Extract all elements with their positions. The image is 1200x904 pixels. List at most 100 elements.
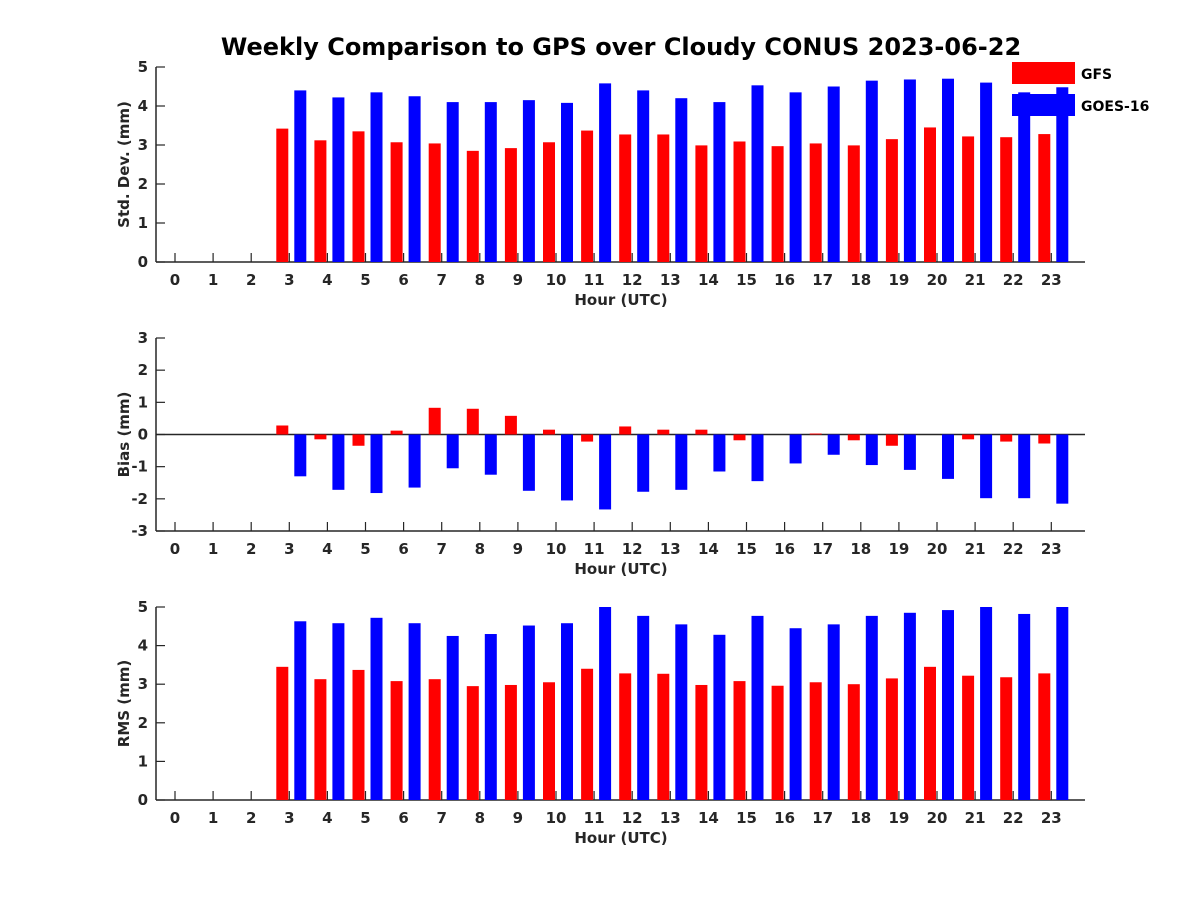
y-tick-label: 2 [138, 361, 148, 379]
bar-gfs-hour-22 [1000, 434, 1013, 442]
bar-goes-16-hour-17 [827, 86, 840, 262]
x-tick-label: 12 [622, 809, 643, 827]
x-tick-label: 15 [736, 809, 757, 827]
bar-goes-16-hour-9 [522, 625, 535, 800]
bar-goes-16-hour-21 [980, 434, 993, 499]
bar-goes-16-hour-5 [370, 92, 383, 262]
y-tick-label: -2 [131, 490, 148, 508]
bar-gfs-hour-5 [352, 131, 365, 262]
bar-goes-16-hour-12 [637, 90, 650, 263]
x-tick-label: 23 [1041, 540, 1062, 558]
bar-gfs-hour-18 [847, 434, 860, 441]
x-tick-label: 9 [513, 271, 523, 289]
bar-goes-16-hour-20 [942, 78, 954, 262]
bar-goes-16-hour-15 [751, 434, 764, 482]
y-tick-label: 0 [138, 791, 148, 809]
x-tick-label: 5 [360, 809, 370, 827]
bar-gfs-hour-13 [657, 673, 670, 800]
x-tick-label: 7 [436, 540, 446, 558]
bar-gfs-hour-16 [771, 146, 784, 262]
x-tick-label: 0 [170, 271, 180, 289]
x-tick-label: 20 [927, 809, 948, 827]
bar-gfs-hour-14 [695, 145, 708, 262]
bar-gfs-hour-20 [924, 127, 936, 262]
bar-gfs-hour-23 [1038, 434, 1051, 444]
bar-goes-16-hour-5 [370, 434, 383, 494]
x-tick-label: 10 [546, 271, 567, 289]
x-tick-label: 14 [698, 809, 719, 827]
bar-goes-16-hour-18 [865, 615, 878, 800]
bar-goes-16-hour-6 [408, 623, 421, 800]
x-tick-label: 21 [965, 540, 986, 558]
x-tick-label: 0 [170, 540, 180, 558]
x-tick-label: 19 [888, 809, 909, 827]
bar-goes-16-hour-11 [599, 607, 612, 800]
x-tick-label: 14 [698, 540, 719, 558]
x-tick-label: 18 [850, 540, 871, 558]
bar-goes-16-hour-16 [789, 434, 802, 464]
y-tick-label: 5 [138, 598, 148, 616]
bar-gfs-hour-21 [962, 675, 975, 800]
legend-swatch-goes-16 [1012, 94, 1075, 116]
bar-gfs-hour-6 [390, 142, 403, 262]
x-tick-label: 14 [698, 271, 719, 289]
x-tick-label: 22 [1003, 540, 1024, 558]
y-axis-label: Std. Dev. (mm) [115, 101, 133, 228]
x-tick-label: 11 [584, 809, 605, 827]
bar-goes-16-hour-15 [751, 85, 764, 262]
bar-gfs-hour-14 [695, 684, 708, 800]
bar-gfs-hour-3 [276, 425, 289, 435]
x-tick-label: 22 [1003, 271, 1024, 289]
bar-gfs-hour-19 [885, 678, 898, 800]
bar-gfs-hour-14 [695, 429, 708, 435]
y-tick-label: 2 [138, 175, 148, 193]
bar-goes-16-hour-8 [484, 102, 497, 262]
bar-goes-16-hour-3 [294, 621, 307, 800]
bar-goes-16-hour-23 [1056, 87, 1069, 262]
x-tick-label: 9 [513, 809, 523, 827]
bar-gfs-hour-15 [733, 681, 746, 800]
bar-goes-16-hour-9 [522, 434, 535, 491]
x-tick-label: 23 [1041, 809, 1062, 827]
bar-goes-16-hour-21 [980, 82, 993, 262]
x-tick-label: 5 [360, 271, 370, 289]
bar-gfs-hour-17 [809, 143, 822, 262]
y-tick-label: 2 [138, 714, 148, 732]
bar-gfs-hour-18 [847, 145, 860, 262]
bar-goes-16-hour-22 [1018, 434, 1031, 499]
x-tick-label: 12 [622, 271, 643, 289]
x-tick-label: 3 [284, 271, 294, 289]
bar-goes-16-hour-9 [522, 100, 535, 263]
x-tick-label: 17 [812, 540, 833, 558]
bar-gfs-hour-5 [352, 669, 365, 800]
x-tick-label: 16 [774, 271, 795, 289]
y-tick-label: 4 [138, 97, 148, 115]
bar-goes-16-hour-19 [903, 612, 916, 800]
x-tick-label: 20 [927, 540, 948, 558]
legend-label: GFS [1081, 67, 1112, 83]
bar-goes-16-hour-8 [484, 434, 497, 475]
bar-goes-16-hour-18 [865, 434, 878, 466]
bar-gfs-hour-19 [885, 434, 898, 446]
bar-goes-16-hour-10 [561, 623, 573, 800]
x-axis-label: Hour (UTC) [574, 291, 667, 309]
y-tick-label: 3 [138, 136, 148, 154]
bar-gfs-hour-5 [352, 434, 365, 446]
bar-goes-16-hour-4 [332, 434, 345, 490]
bar-gfs-hour-11 [581, 130, 594, 262]
x-tick-label: 4 [322, 809, 332, 827]
bar-gfs-hour-19 [885, 139, 898, 262]
bar-goes-16-hour-14 [713, 434, 726, 472]
bar-goes-16-hour-7 [446, 434, 459, 469]
bar-goes-16-hour-15 [751, 615, 764, 800]
y-tick-label: 0 [138, 426, 148, 444]
bar-gfs-hour-12 [619, 426, 632, 435]
bar-gfs-hour-23 [1038, 134, 1051, 262]
x-tick-label: 22 [1003, 809, 1024, 827]
bar-gfs-hour-13 [657, 134, 670, 262]
bar-gfs-hour-12 [619, 134, 632, 262]
bar-gfs-hour-10 [543, 429, 555, 435]
bar-goes-16-hour-21 [980, 607, 993, 800]
bar-goes-16-hour-11 [599, 83, 612, 262]
